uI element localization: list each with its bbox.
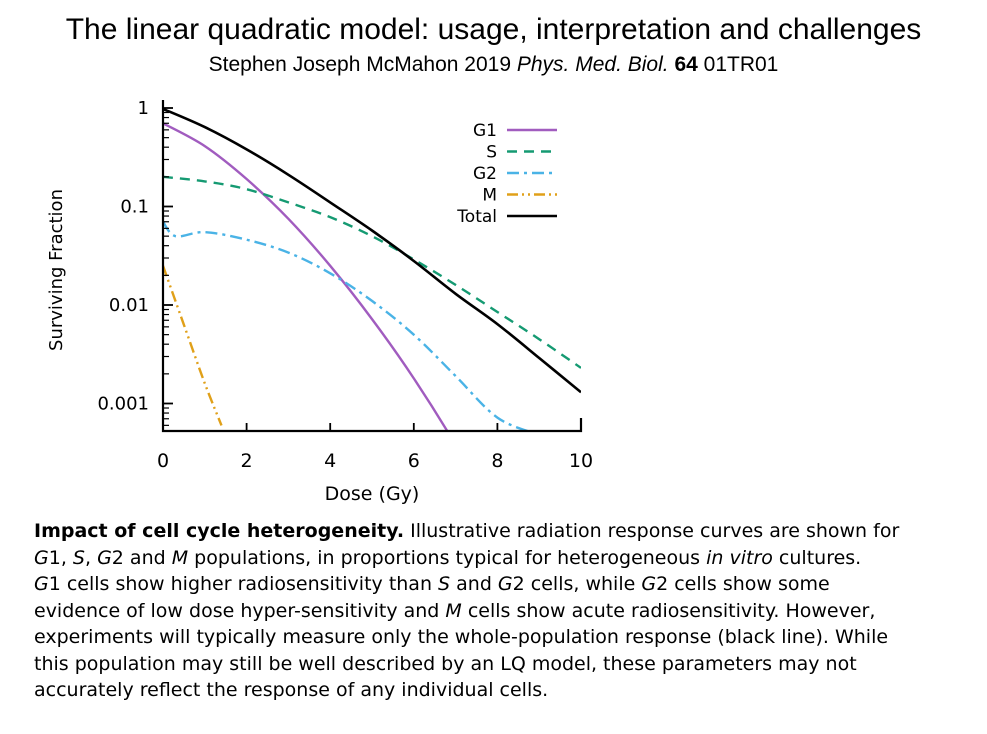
- caption-text: G: [34, 546, 49, 569]
- series-g1-line: [163, 122, 449, 431]
- caption-text: 2 cells show some: [656, 573, 830, 595]
- caption-text: this population may still be well descri…: [34, 652, 857, 675]
- y-tick-label: 0.1: [120, 197, 149, 218]
- x-tick-label: 6: [408, 450, 420, 472]
- axis-frame: [161, 100, 583, 433]
- y-tick-label: 0.001: [97, 394, 149, 415]
- x-tick-label: 4: [324, 450, 336, 472]
- caption-text: G: [97, 546, 112, 569]
- legend-label-g1: G1: [473, 121, 497, 141]
- citation-volume: 64: [674, 53, 698, 76]
- caption-text: Impact of cell cycle heterogeneity.: [34, 520, 405, 542]
- x-tick-label: 8: [491, 450, 503, 472]
- caption-text: S: [72, 546, 85, 569]
- series-total-line: [163, 107, 581, 394]
- citation-author-year: Stephen Joseph McMahon 2019: [208, 53, 512, 76]
- series-m-line: [163, 265, 223, 426]
- caption-text: M: [445, 599, 462, 622]
- caption-text: Illustrative radiation response curves a…: [404, 520, 900, 542]
- caption-text: S: [438, 573, 451, 595]
- caption-text: 1 cells show higher radiosensitivity tha…: [48, 573, 439, 595]
- y-axis-label: Surviving Fraction: [46, 189, 67, 351]
- citation-article: 01TR01: [703, 53, 779, 76]
- citation-journal: Phys. Med. Biol.: [516, 53, 669, 76]
- caption-line: experiments will typically measure only …: [34, 624, 969, 651]
- caption-text: G: [34, 573, 49, 595]
- legend-label-total: Total: [456, 207, 497, 227]
- caption-text: ,: [84, 546, 98, 569]
- caption-text: G: [641, 573, 657, 595]
- caption-text: cells show acute radiosensitivity. Howev…: [461, 599, 876, 622]
- caption-text: and: [450, 573, 498, 595]
- series-g2-line: [163, 221, 532, 431]
- citation: Stephen Joseph McMahon 2019 Phys. Med. B…: [0, 52, 987, 78]
- caption-line: Impact of cell cycle heterogeneity. Illu…: [34, 518, 969, 545]
- y-tick-label: 0.01: [109, 295, 149, 316]
- x-axis-label: Dose (Gy): [325, 483, 420, 505]
- caption-text: in vitro: [706, 546, 773, 569]
- caption-line: accurately reflect the response of any i…: [34, 677, 969, 704]
- caption-text: cultures.: [772, 546, 862, 569]
- series-s-line: [163, 175, 581, 369]
- caption-text: accurately reflect the response of any i…: [34, 679, 549, 701]
- x-tick-label: 0: [157, 450, 169, 472]
- caption-text: 2 cells, while: [512, 573, 642, 595]
- caption-text: M: [171, 546, 189, 569]
- caption-line: evidence of low dose hyper-sensitivity a…: [34, 598, 969, 625]
- caption-text: experiments will typically measure only …: [34, 626, 889, 648]
- x-tick-label: 2: [241, 450, 253, 472]
- legend-label-s: S: [486, 143, 497, 163]
- caption-text: G: [497, 573, 513, 595]
- caption-text: 2 and: [111, 546, 172, 569]
- caption-text: evidence of low dose hyper-sensitivity a…: [34, 599, 446, 622]
- y-tick-label: 1: [138, 98, 149, 119]
- legend-label-g2: G2: [473, 164, 497, 184]
- x-tick-label: 10: [569, 450, 593, 472]
- figure-caption: Impact of cell cycle heterogeneity. Illu…: [34, 518, 969, 704]
- slide-title: The linear quadratic model: usage, inter…: [65, 13, 922, 46]
- caption-text: populations, in proportions typical for …: [188, 546, 707, 569]
- legend-label-m: M: [482, 186, 497, 206]
- caption-line: this population may still be well descri…: [34, 651, 969, 678]
- caption-line: G1, S, G2 and M populations, in proporti…: [34, 545, 969, 572]
- caption-text: 1,: [48, 546, 73, 569]
- caption-line: G1 cells show higher radiosensitivity th…: [34, 571, 969, 598]
